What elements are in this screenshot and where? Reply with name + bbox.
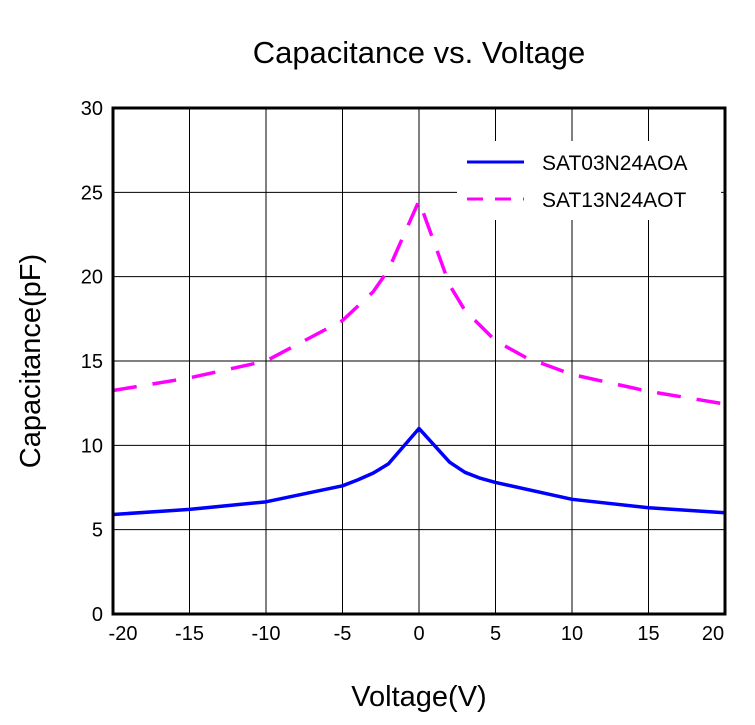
y-tick-label: 5 (92, 520, 103, 542)
x-tick-label: 15 (637, 623, 659, 645)
x-tick-label: -10 (252, 623, 281, 645)
x-tick-label: 0 (413, 623, 424, 645)
plot-frame (111, 106, 727, 616)
y-axis-label: Capacitance(pF) (15, 254, 47, 468)
y-tick-label: 0 (92, 604, 103, 626)
x-tick-label: -5 (334, 623, 352, 645)
x-tick-label: 5 (490, 623, 501, 645)
y-tick-label: 10 (81, 435, 103, 457)
legend-box (457, 141, 721, 220)
series-line-0 (112, 426, 726, 517)
x-tick-label: 10 (561, 623, 583, 645)
x-tick-label: 20 (702, 623, 724, 645)
legend-label-1: SAT13N24AOT (542, 189, 687, 212)
series-lines (112, 199, 726, 517)
y-tick-label: 15 (81, 351, 103, 373)
legend-label-0: SAT03N24AOA (542, 152, 688, 175)
chart-title: Capacitance vs. Voltage (253, 35, 586, 70)
tick-labels: -20 -15 -10 -5 0 5 10 15 20 0 5 10 15 20 25 30 (81, 98, 724, 645)
y-tick-label: 25 (81, 182, 103, 204)
y-tick-label: 30 (81, 98, 103, 120)
x-tick-label: -20 (109, 623, 138, 645)
x-tick-label: -15 (175, 623, 204, 645)
y-tick-label: 20 (81, 267, 103, 289)
x-axis-label: Voltage(V) (351, 681, 486, 713)
legend: SAT03N24AOA SAT13N24AOT (457, 141, 721, 220)
series-line-1 (112, 199, 726, 406)
